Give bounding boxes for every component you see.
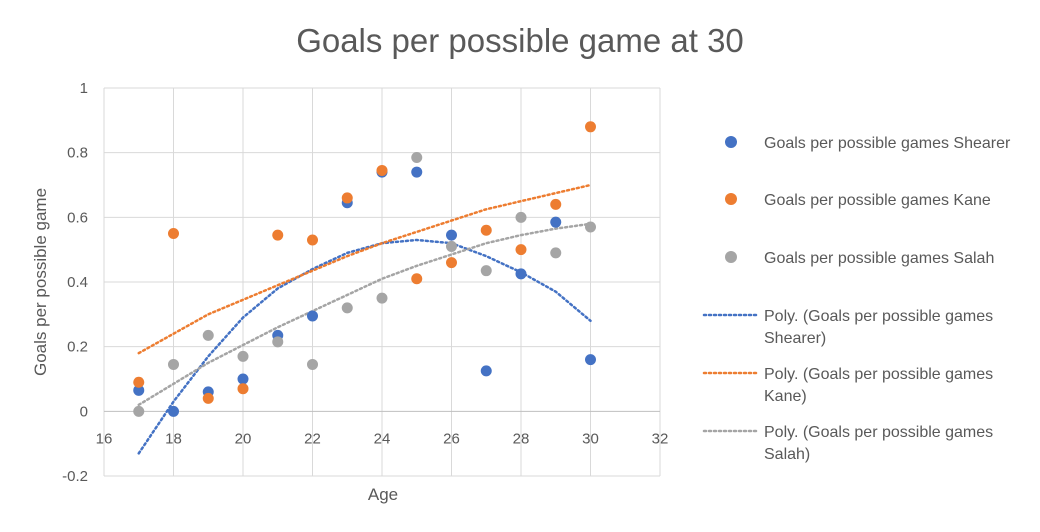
point-kane: [515, 244, 527, 256]
point-shearer: [307, 310, 318, 322]
legend-label: Shearer): [764, 330, 826, 347]
legend-label: Goals per possible games Salah: [764, 250, 994, 267]
point-salah: [202, 329, 214, 341]
point-kane: [237, 383, 249, 395]
data-points: [133, 121, 596, 417]
y-tick-label: 0.2: [67, 339, 88, 356]
y-tick-label: 1: [80, 80, 88, 97]
trendline-salah: [137, 222, 592, 407]
point-shearer: [585, 354, 596, 366]
trendlines: [137, 183, 592, 455]
point-salah: [272, 336, 284, 348]
point-kane: [341, 192, 353, 204]
legend-label: Salah): [764, 446, 810, 463]
point-kane: [307, 234, 318, 246]
point-salah: [515, 211, 527, 223]
point-kane: [585, 121, 596, 133]
x-tick-label: 20: [235, 430, 252, 447]
point-shearer: [133, 384, 145, 396]
point-salah: [446, 240, 457, 252]
y-axis-title: Goals per possible game: [31, 188, 50, 376]
legend: Goals per possible games Shearer Goals pe…: [702, 135, 1011, 463]
point-salah: [307, 358, 318, 370]
trendline-shearer: [137, 238, 592, 455]
legend-label: Poly. (Goals per possible games: [764, 424, 993, 441]
legend-label: Poly. (Goals per possible games: [764, 366, 993, 383]
gridlines: [103, 87, 661, 477]
point-shearer: [480, 365, 492, 377]
trendline-kane: [137, 183, 592, 355]
point-kane: [411, 273, 423, 285]
point-salah: [585, 221, 596, 233]
point-salah: [376, 292, 388, 304]
point-salah: [411, 152, 423, 164]
x-tick-label: 30: [582, 430, 599, 447]
point-salah: [237, 350, 249, 362]
point-kane: [550, 198, 562, 210]
point-shearer: [446, 229, 457, 241]
y-tick-label: 0.4: [67, 274, 88, 291]
x-axis-title: Age: [368, 485, 398, 504]
legend-marker-kane: [725, 193, 737, 205]
y-tick-label: 0.6: [67, 209, 88, 226]
x-tick-label: 32: [652, 430, 669, 447]
y-tick-label: 0.8: [67, 145, 88, 162]
point-shearer: [237, 373, 249, 385]
legend-label: Poly. (Goals per possible games: [764, 308, 993, 325]
point-kane: [133, 376, 145, 388]
x-axis-ticks: 16 18 20 22 24 26 28 30 32: [96, 430, 669, 447]
legend-marker-shearer: [725, 136, 737, 148]
x-tick-label: 16: [96, 430, 113, 447]
y-tick-label: 0: [80, 403, 88, 420]
point-shearer: [168, 405, 179, 417]
point-kane: [446, 257, 457, 269]
legend-label: Kane): [764, 388, 807, 405]
point-salah: [480, 265, 492, 277]
y-tick-label: -0.2: [62, 468, 88, 485]
x-tick-label: 24: [374, 430, 391, 447]
point-shearer: [550, 216, 562, 228]
point-kane: [168, 228, 179, 239]
y-axis-ticks: -0.2 0 0.2 0.4 0.6 0.8 1: [62, 80, 88, 485]
legend-label: Goals per possible games Kane: [764, 192, 991, 209]
x-tick-label: 22: [304, 430, 321, 447]
point-salah: [341, 302, 353, 314]
legend-marker-salah: [725, 251, 737, 263]
point-kane: [480, 224, 492, 236]
x-tick-label: 26: [443, 430, 460, 447]
point-kane: [272, 229, 284, 241]
chart-title: Goals per possible game at 30: [296, 22, 744, 59]
x-tick-label: 28: [513, 430, 530, 447]
point-salah: [550, 247, 562, 259]
point-shearer: [515, 268, 527, 280]
point-salah: [168, 358, 179, 370]
point-kane: [202, 392, 214, 404]
point-shearer: [411, 166, 423, 178]
point-kane: [376, 164, 388, 176]
legend-label: Goals per possible games Shearer: [764, 135, 1011, 152]
x-tick-label: 18: [165, 430, 182, 447]
point-salah: [133, 405, 145, 417]
